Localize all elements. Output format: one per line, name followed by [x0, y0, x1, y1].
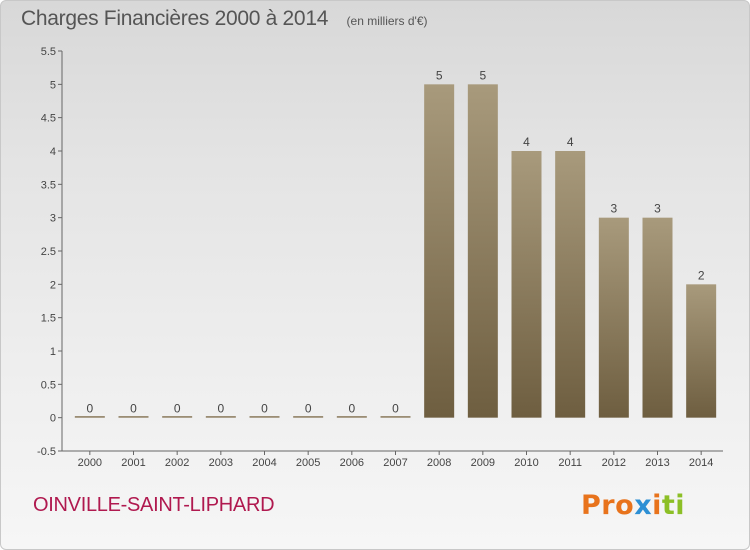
bar	[249, 416, 280, 418]
logo-letter: r	[601, 490, 616, 521]
y-tick-label: -0.5	[37, 446, 56, 458]
data-label: 4	[567, 135, 574, 149]
chart-title-block: Charges Financières 2000 à 2014 (en mill…	[21, 7, 428, 31]
y-tick-label: 4.5	[41, 113, 56, 125]
bar	[336, 416, 367, 418]
x-tick-label: 2003	[209, 457, 233, 469]
x-tick-label: 2008	[427, 457, 451, 469]
data-label: 3	[654, 202, 661, 216]
data-label: 0	[130, 402, 137, 416]
y-tick-label: 0	[50, 413, 56, 425]
bar	[686, 284, 717, 418]
x-tick-label: 2002	[165, 457, 189, 469]
y-tick-label: 2	[50, 279, 56, 291]
x-tick-label: 2010	[514, 457, 538, 469]
data-label: 4	[523, 135, 530, 149]
chart-labels: 0 0 0 0 0 0 0 0 5 5 4 4 3 3 2	[86, 68, 704, 415]
logo-letter: P	[581, 490, 602, 521]
data-label: 0	[86, 402, 93, 416]
y-tick-label: 1	[50, 346, 56, 358]
bar	[118, 416, 149, 418]
commune-name: OINVILLE-SAINT-LIPHARD	[33, 494, 275, 516]
y-tick-label: 3	[50, 213, 56, 225]
bar	[511, 151, 542, 418]
bar	[555, 151, 586, 418]
bar	[74, 416, 105, 418]
chart-bars	[74, 84, 717, 418]
bar	[467, 84, 498, 418]
data-label: 0	[305, 402, 312, 416]
bar	[162, 416, 193, 418]
y-tick-label: 5	[50, 79, 56, 91]
x-tick-label: 2013	[645, 457, 669, 469]
y-tick-label: 3.5	[41, 179, 56, 191]
y-tick-label: 1.5	[41, 313, 56, 325]
data-label: 0	[261, 402, 268, 416]
data-label: 5	[479, 68, 486, 82]
data-label: 2	[698, 268, 705, 282]
x-tick-label: 2014	[689, 457, 713, 469]
y-tick-label: 0.5	[41, 379, 56, 391]
x-tick-label: 2001	[121, 457, 145, 469]
data-label: 0	[174, 402, 181, 416]
logo-letter: x	[634, 490, 653, 521]
chart-subtitle: (en milliers d'€)	[346, 14, 428, 28]
bar	[424, 84, 455, 418]
data-label: 0	[217, 402, 224, 416]
logo-letter: o	[615, 490, 635, 521]
x-tick-label: 2007	[383, 457, 407, 469]
bar	[642, 217, 673, 418]
y-tick-label: 5.5	[41, 46, 56, 58]
logo-letter: i	[652, 490, 662, 521]
chart-title: Charges Financières 2000 à 2014	[21, 7, 329, 30]
data-label: 0	[348, 402, 355, 416]
y-tick-label: 4	[50, 146, 56, 158]
x-tick-label: 2005	[296, 457, 320, 469]
x-tick-label: 2000	[78, 457, 102, 469]
bar	[598, 217, 629, 418]
y-tick-label: 2.5	[41, 246, 56, 258]
bar	[205, 416, 236, 418]
x-tick-label: 2006	[340, 457, 364, 469]
logo-letter: t	[661, 490, 676, 521]
data-label: 3	[610, 202, 617, 216]
bar	[380, 416, 411, 418]
data-label: 0	[392, 402, 399, 416]
x-tick-label: 2009	[471, 457, 495, 469]
bar	[293, 416, 324, 418]
x-tick-label: 2011	[558, 457, 582, 469]
x-tick-label: 2012	[602, 457, 626, 469]
data-label: 5	[436, 68, 443, 82]
logo-letter: i	[675, 490, 686, 521]
x-tick-label: 2004	[252, 457, 276, 469]
proxiti-logo[interactable]: Proxiti	[581, 490, 685, 521]
